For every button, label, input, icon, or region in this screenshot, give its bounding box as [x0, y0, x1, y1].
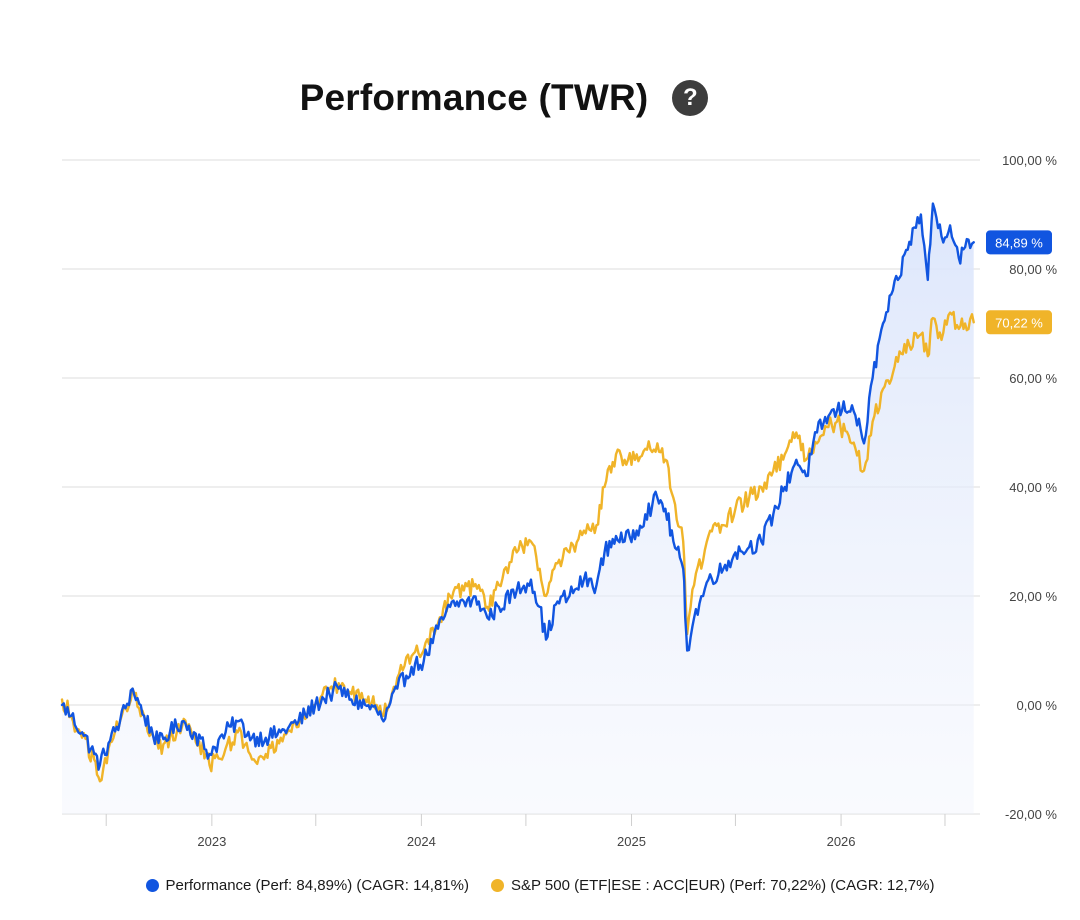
series-area-performance — [62, 203, 974, 815]
y-tick-label: 0,00 % — [1017, 698, 1058, 713]
chart-title-row: Performance (TWR) ? — [0, 68, 1008, 128]
last-value-badges: 70,22 % 84,89 % — [986, 230, 1052, 335]
legend-item-performance[interactable]: Performance (Perf: 84,89%) (CAGR: 14,81%… — [145, 876, 469, 894]
chart-legend: Performance (Perf: 84,89%) (CAGR: 14,81%… — [0, 872, 1080, 898]
badge-performance: 84,89 % — [986, 230, 1052, 255]
area-fill — [62, 203, 974, 815]
legend-label-benchmark: S&P 500 (ETF|ESE : ACC|EUR) (Perf: 70,22… — [510, 876, 935, 894]
y-tick-label: 40,00 % — [1009, 480, 1057, 495]
legend-label-performance: Performance (Perf: 84,89%) (CAGR: 14,81%… — [165, 876, 469, 894]
question-mark-icon[interactable]: ? — [672, 80, 709, 116]
legend-dot-benchmark — [490, 878, 504, 892]
series-line-benchmark[interactable] — [60, 310, 975, 783]
x-tick-labels: 2023 2024 2025 2026 — [105, 814, 946, 849]
y-tick-label: 60,00 % — [1009, 371, 1057, 386]
series-line-performance[interactable] — [60, 202, 975, 771]
badge-benchmark: 70,22 % — [986, 310, 1052, 335]
badge-label: 70,22 % — [995, 315, 1043, 330]
legend-item-benchmark[interactable]: S&P 500 (ETF|ESE : ACC|EUR) (Perf: 70,22… — [490, 876, 935, 894]
x-tick-label: 2026 — [827, 834, 856, 849]
chart-title: Performance (TWR) — [299, 77, 649, 118]
badge-background — [986, 310, 1052, 335]
x-tick-label: 2024 — [407, 834, 436, 849]
y-tick-label: -20,00 % — [1005, 807, 1057, 822]
badge-label: 84,89 % — [995, 235, 1043, 250]
performance-chart: 100,00 % 80,00 % 60,00 % 40,00 % 20,00 % 0,00… — [60, 153, 1057, 849]
y-tick-label: 100,00 % — [1002, 153, 1057, 168]
badge-background — [986, 230, 1052, 255]
y-tick-label: 80,00 % — [1009, 262, 1057, 277]
y-tick-labels: 100,00 % 80,00 % 60,00 % 40,00 % 20,00 % 0,00… — [1002, 153, 1057, 822]
x-tick-label: 2025 — [617, 834, 646, 849]
x-tick-label: 2023 — [197, 834, 226, 849]
y-tick-label: 20,00 % — [1009, 589, 1057, 604]
legend-dot-performance — [145, 878, 159, 892]
series-lines — [60, 202, 975, 783]
